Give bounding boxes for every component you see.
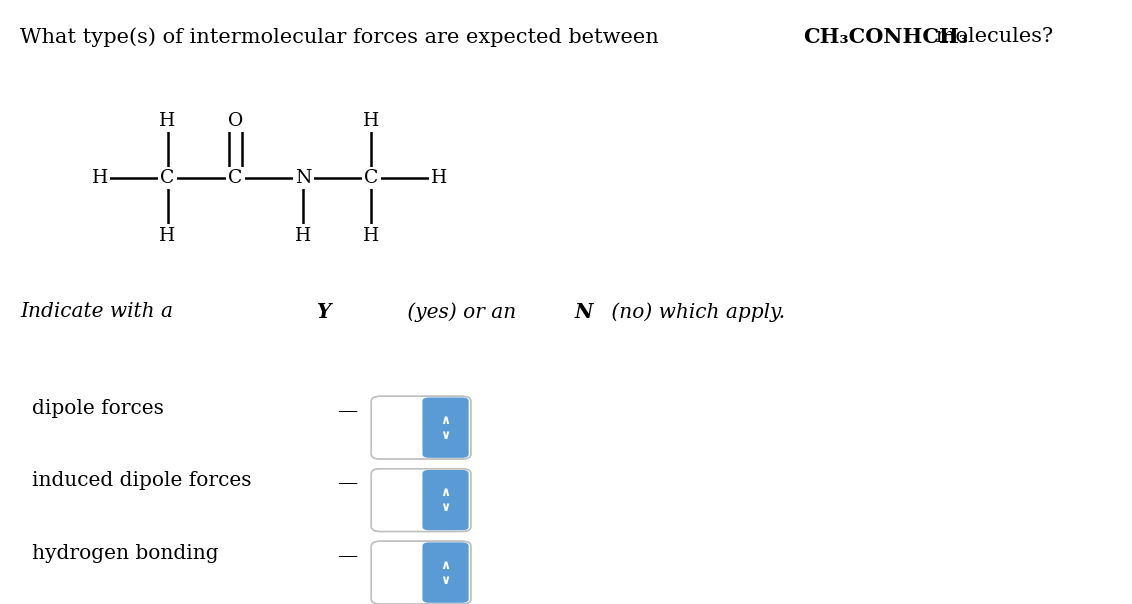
Text: hydrogen bonding: hydrogen bonding [32, 544, 218, 562]
Text: ∧: ∧ [440, 559, 451, 571]
FancyBboxPatch shape [422, 542, 469, 603]
Text: H: H [363, 226, 379, 245]
Text: ∨: ∨ [440, 429, 451, 442]
Text: —: — [337, 547, 358, 565]
FancyBboxPatch shape [422, 470, 469, 530]
FancyBboxPatch shape [371, 541, 471, 604]
Text: ∨: ∨ [440, 574, 451, 586]
Text: —: — [337, 402, 358, 420]
Text: H: H [363, 112, 379, 130]
Text: O: O [228, 112, 243, 130]
Text: Indicate with a: Indicate with a [20, 302, 180, 321]
FancyBboxPatch shape [422, 397, 469, 458]
Text: (no) which apply.: (no) which apply. [604, 302, 784, 322]
Text: N: N [574, 302, 592, 322]
Text: ∧: ∧ [440, 414, 451, 426]
Text: CH₃CONHCH₃: CH₃CONHCH₃ [803, 27, 968, 47]
Text: H: H [431, 169, 447, 187]
Text: C: C [365, 169, 378, 187]
Text: H: H [295, 226, 311, 245]
Text: ∨: ∨ [440, 501, 451, 514]
FancyBboxPatch shape [371, 396, 471, 459]
Text: N: N [295, 169, 311, 187]
Text: molecules?: molecules? [928, 27, 1053, 46]
Text: H: H [160, 226, 175, 245]
Text: C: C [161, 169, 174, 187]
Text: induced dipole forces: induced dipole forces [32, 471, 251, 490]
Text: Y: Y [317, 302, 331, 322]
FancyBboxPatch shape [371, 469, 471, 532]
Text: dipole forces: dipole forces [32, 399, 163, 417]
Text: What type(s) of intermolecular forces are expected between: What type(s) of intermolecular forces ar… [20, 27, 666, 47]
Text: H: H [160, 112, 175, 130]
Text: H: H [92, 169, 108, 187]
Text: ∧: ∧ [440, 486, 451, 499]
Text: C: C [229, 169, 242, 187]
Text: —: — [337, 474, 358, 493]
Text: (yes) or an: (yes) or an [401, 302, 523, 322]
